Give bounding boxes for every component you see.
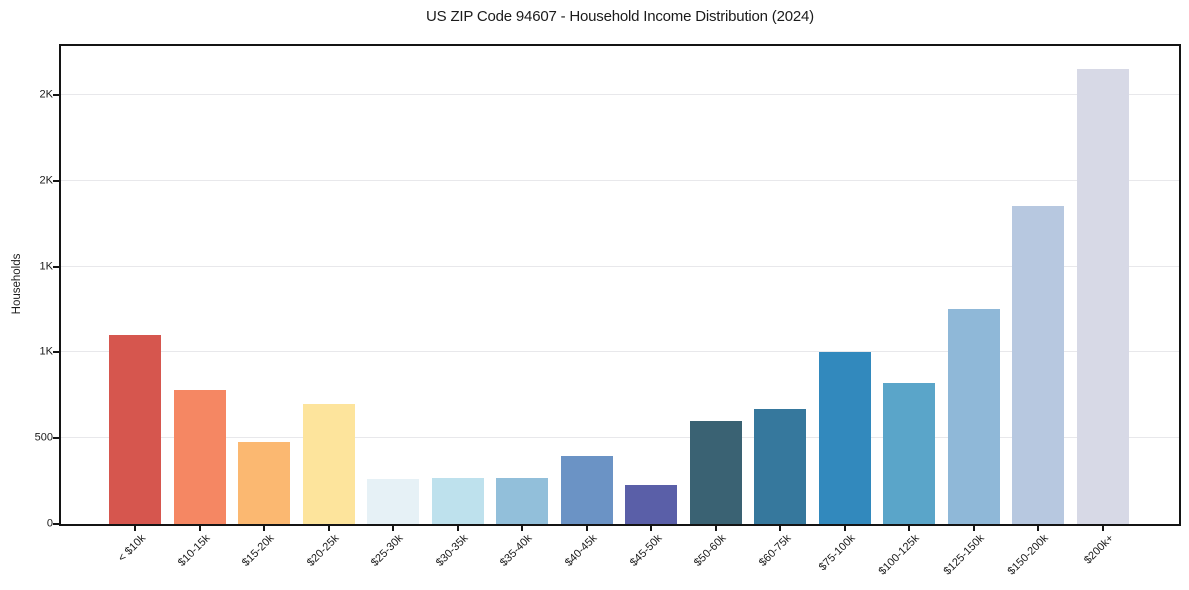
bar bbox=[1077, 69, 1129, 524]
bar bbox=[689, 421, 742, 524]
bar bbox=[625, 484, 678, 524]
bar bbox=[173, 390, 226, 524]
x-tick-mark bbox=[327, 526, 330, 531]
bar bbox=[818, 352, 871, 524]
x-tick-mark bbox=[650, 526, 653, 531]
x-tick-mark bbox=[972, 526, 975, 531]
bar bbox=[431, 477, 484, 524]
y-tick-label: 1K bbox=[39, 260, 53, 273]
y-tick-mark bbox=[53, 437, 59, 440]
bar bbox=[883, 383, 936, 524]
x-tick-label: $30-35k bbox=[433, 532, 471, 569]
y-tick-mark bbox=[53, 351, 59, 354]
y-tick-mark bbox=[53, 93, 59, 96]
y-tick-label: 1K bbox=[39, 345, 53, 358]
x-tick-label: $150-200k bbox=[1005, 532, 1052, 578]
bar bbox=[109, 335, 161, 524]
y-tick-label: 0 bbox=[46, 517, 53, 530]
x-tick-label: $25-30k bbox=[369, 532, 406, 569]
x-tick-mark bbox=[714, 526, 717, 531]
x-tick-mark bbox=[392, 526, 395, 531]
x-tick-label: $75-100k bbox=[816, 532, 858, 574]
x-tick-label: $60-75k bbox=[756, 532, 794, 569]
bar bbox=[238, 441, 291, 524]
y-tick-label: 500 bbox=[34, 431, 53, 444]
bar bbox=[367, 479, 420, 524]
x-tick-label: $200k+ bbox=[1081, 532, 1116, 567]
gridline bbox=[61, 265, 1179, 267]
x-tick-label: $100-125k bbox=[876, 532, 923, 578]
x-tick-label: $45-50k bbox=[627, 532, 665, 569]
x-tick-label: $20-25k bbox=[304, 532, 342, 569]
x-tick-mark bbox=[263, 526, 266, 531]
gridline bbox=[61, 179, 1179, 181]
x-tick-label: < $10k bbox=[115, 532, 148, 565]
chart-title: US ZIP Code 94607 - Household Income Dis… bbox=[426, 8, 814, 25]
y-tick-mark bbox=[53, 523, 59, 525]
x-tick-label: $10-15k bbox=[175, 532, 213, 569]
x-tick-label: $40-45k bbox=[562, 532, 600, 569]
x-tick-mark bbox=[908, 526, 911, 531]
bar bbox=[947, 309, 1000, 524]
bar bbox=[754, 409, 807, 524]
x-tick-mark bbox=[585, 526, 588, 531]
y-tick-mark bbox=[53, 179, 59, 182]
x-tick-mark bbox=[1102, 526, 1104, 531]
x-tick-label: $35-40k bbox=[498, 532, 535, 569]
x-tick-mark bbox=[198, 526, 201, 531]
x-tick-mark bbox=[456, 526, 459, 531]
y-tick-label: 2K bbox=[39, 174, 53, 187]
bar bbox=[496, 477, 549, 524]
x-tick-label: $125-150k bbox=[941, 532, 987, 578]
x-tick-mark bbox=[843, 526, 846, 531]
bar bbox=[560, 456, 613, 524]
x-tick-label: $15-20k bbox=[240, 532, 277, 569]
bar bbox=[1012, 206, 1065, 524]
x-tick-mark bbox=[134, 526, 136, 531]
x-tick-mark bbox=[779, 526, 782, 531]
plot-area bbox=[59, 44, 1181, 526]
gridline bbox=[61, 93, 1179, 95]
x-tick-label: $50-60k bbox=[691, 532, 729, 569]
gridline bbox=[61, 437, 1179, 439]
gridline bbox=[61, 351, 1179, 353]
y-tick-label: 2K bbox=[39, 88, 53, 101]
x-tick-mark bbox=[1037, 526, 1040, 531]
bar bbox=[302, 403, 355, 524]
x-tick-mark bbox=[521, 526, 524, 531]
y-tick-mark bbox=[53, 265, 59, 268]
